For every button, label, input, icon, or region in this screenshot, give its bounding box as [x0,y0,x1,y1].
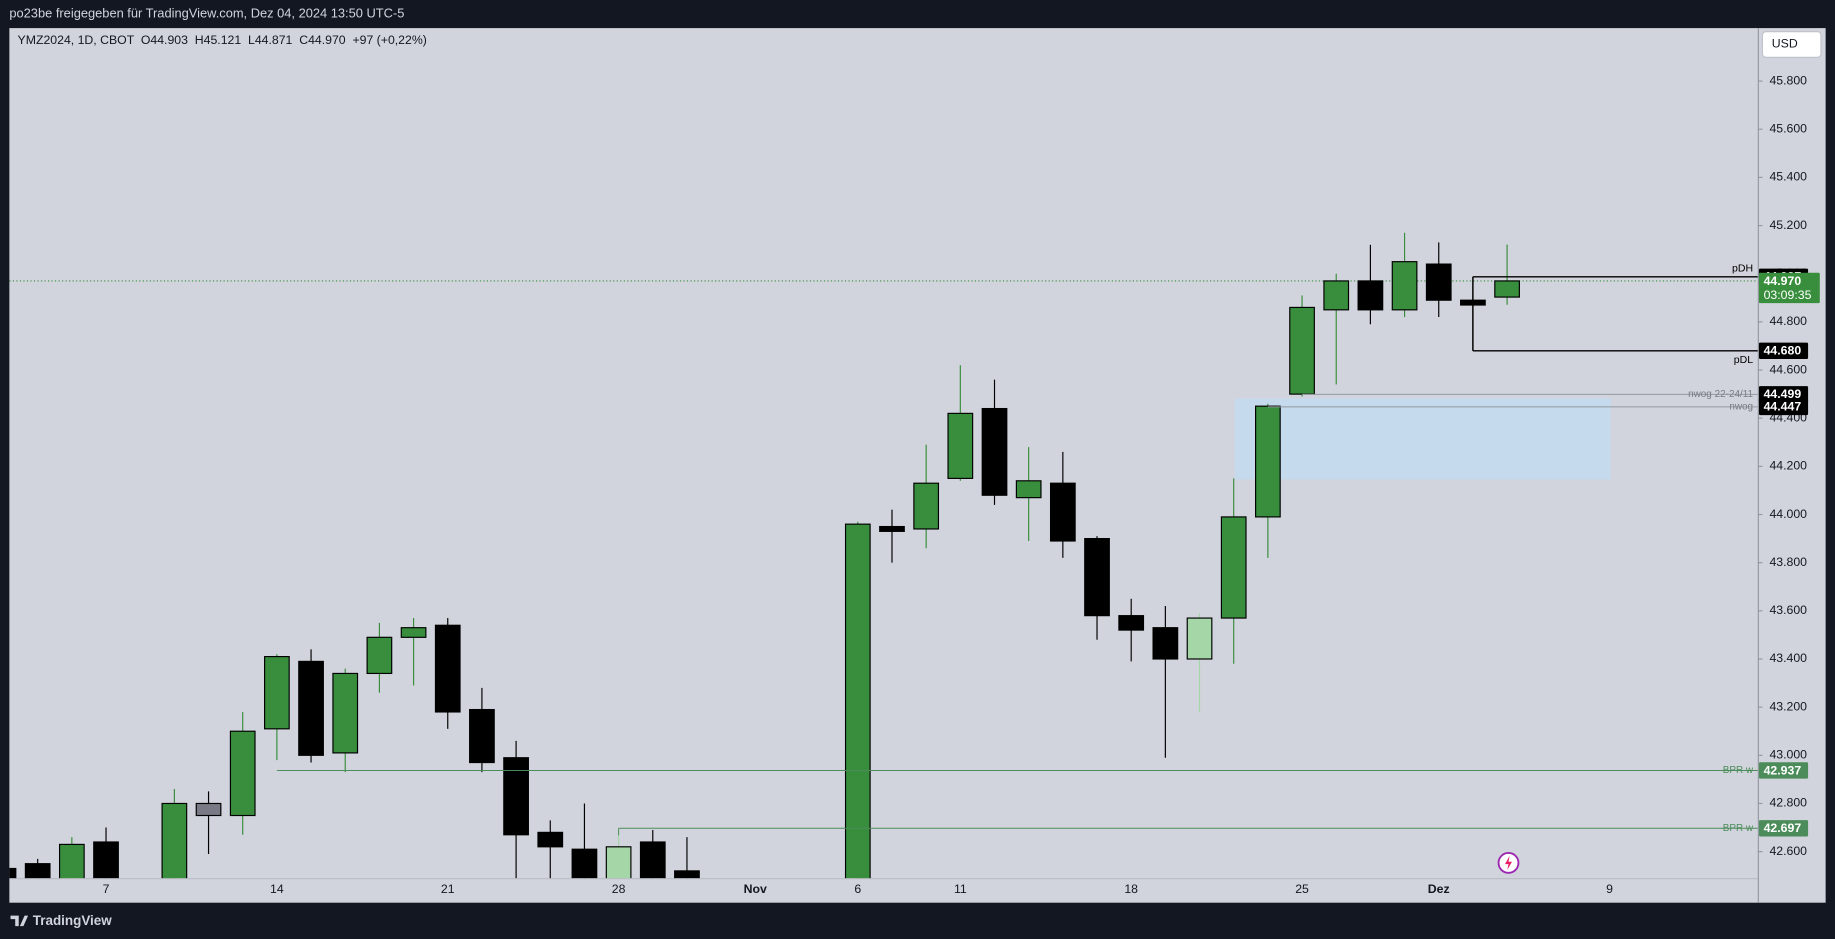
footer-brand: TradingView [33,913,113,928]
y-tick-label: 44.600 [1769,362,1807,376]
candle-body [844,523,871,879]
plot-area [9,232,1758,879]
symbol-legend: YMZ2024, 1D, CBOT O44.903 H45.121 L44.87… [18,33,427,47]
y-tick-label: 45.400 [1769,170,1807,184]
candle-body [434,624,461,713]
y-tick-label: 43.600 [1769,603,1807,617]
candle-body [879,525,905,532]
tv-logo [10,915,29,927]
alert-icon[interactable] [1497,852,1520,874]
candle-body [1255,405,1281,518]
y-tick-label: 42.600 [1769,844,1807,858]
y-tick-label: 44.200 [1769,459,1807,473]
candle-body [571,848,598,879]
level-name: nwog [1729,401,1753,412]
price-tag-label: 44.680 [1764,344,1802,358]
candle-body [9,867,17,879]
y-tick-label: 45.600 [1769,121,1807,135]
price-tag-label: 42.937 [1764,763,1802,777]
last-price-label: 44.970 [1764,274,1802,288]
x-tick-label: Dez [1428,882,1450,896]
level-name: nwog 22-24/11 [1688,389,1753,400]
x-tick-label: 7 [103,882,110,896]
candle-body [1323,280,1350,311]
candle-body [58,843,85,879]
level-name: BPR w [1723,765,1754,776]
candle-body [639,841,666,879]
candle-body [298,660,324,756]
x-tick-label: 21 [441,882,455,896]
y-tick-label: 45.200 [1769,218,1807,232]
candle-body [24,863,51,879]
candle-body [674,870,700,879]
candle-body [161,802,188,879]
y-tick-label: 43.200 [1769,699,1807,713]
x-tick-label: 28 [612,882,626,896]
price-tag-label: 42.697 [1764,821,1802,835]
candle-body [1357,280,1384,311]
candle-body [1494,280,1520,298]
x-tick-label: Nov [744,882,767,896]
candle-body [1425,263,1452,301]
level-name: pDL [1734,354,1753,366]
y-tick-label: 45.800 [1769,73,1807,87]
candle-body [229,730,256,817]
candle-body [1084,538,1110,617]
candle-body [366,636,393,675]
price-tag [1758,762,1809,779]
price-tag [1758,398,1809,416]
price-tag-label: 44.447 [1764,400,1802,414]
price-tag [1758,820,1809,837]
candle-body [264,655,290,730]
currency-label: USD [1772,37,1798,51]
candle-body [469,708,495,764]
x-tick-label: 25 [1295,882,1309,896]
level-name: pDH [1732,262,1753,274]
x-tick-label: 6 [854,882,861,896]
currency-button[interactable] [1761,31,1822,58]
x-tick-label: 9 [1606,882,1613,896]
y-tick-label: 43.800 [1769,555,1807,569]
y-tick-label: 44.000 [1769,507,1807,521]
candle-body [332,672,359,754]
candle-body [947,412,974,479]
candle-body [1118,615,1145,631]
candle-body [1391,261,1418,311]
price-tag [1758,386,1809,403]
candle-body [1152,627,1179,660]
candle-body [503,757,529,836]
candle-body [913,482,940,530]
candle-body [1186,617,1213,660]
x-tick-label: 14 [270,882,284,896]
bar-countdown: 03:09:35 [1764,288,1812,302]
candle-body [93,841,119,879]
y-tick-label: 43.400 [1769,651,1807,665]
header-text: po23be freigegeben für TradingView.com, … [9,5,404,20]
candle-body [981,407,1008,496]
price-tag [1758,342,1809,359]
candle-body [1289,306,1315,395]
last-price-tag [1758,272,1820,304]
candle-body [400,627,427,638]
x-tick-label: 11 [954,882,967,896]
y-tick-label: 43.000 [1769,748,1807,762]
axes: 42.600 42.800 43.000 43.200 43.400 43.600 43.8… [103,73,1808,896]
price-tag-label: 44.499 [1764,387,1802,401]
level-name: BPR w [1723,823,1754,834]
candle-body [195,802,222,817]
candle-body [1015,480,1042,499]
y-tick-label: 44.800 [1769,314,1807,328]
candle-body [537,831,564,848]
candle-body [1049,482,1076,542]
candle-body [605,846,632,879]
x-tick-label: 18 [1124,882,1138,896]
candle-body [1220,516,1247,619]
y-tick-label: 42.800 [1769,796,1807,810]
nwog-zone [1234,398,1611,480]
